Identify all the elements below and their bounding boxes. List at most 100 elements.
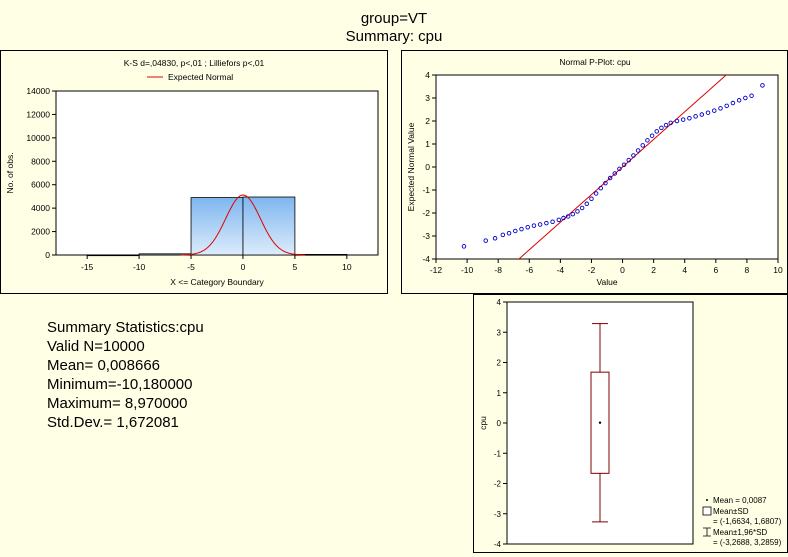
histogram-bar [190, 197, 244, 256]
data-point [693, 114, 698, 119]
data-point [718, 106, 723, 111]
mean-marker [598, 421, 602, 424]
y-tick-label: 3 [497, 328, 502, 337]
y-tick-label: -1 [494, 449, 502, 458]
data-point [663, 122, 669, 128]
x-tick-label: 6 [713, 265, 718, 275]
histogram-bar [294, 254, 348, 256]
data-point [680, 117, 686, 122]
y-tick-label: 14000 [26, 86, 50, 96]
x-tick-label: 8 [745, 265, 750, 275]
data-point [724, 103, 729, 109]
data-point [593, 191, 599, 196]
y-tick-label: 3 [425, 93, 430, 103]
data-point [607, 175, 613, 181]
data-point [621, 162, 627, 167]
y-tick-label: 6000 [31, 180, 50, 190]
data-point [483, 238, 488, 243]
data-point [537, 222, 543, 227]
data-point [640, 143, 646, 148]
y-tick-label: 0 [45, 250, 50, 260]
data-point [730, 100, 736, 106]
x-tick-label: -4 [557, 265, 565, 275]
legend-label: Expected Normal [168, 72, 233, 82]
x-tick-label: 5 [293, 262, 298, 272]
summary-line: Valid N=10000 [47, 338, 145, 355]
data-point [565, 214, 571, 219]
data-point [579, 205, 585, 211]
y-tick-label: 8000 [31, 156, 50, 166]
y-tick-label: -1 [422, 185, 430, 195]
x-axis-label: Value [596, 277, 617, 287]
data-point [492, 236, 498, 241]
summary-statistics: Summary Statistics:cpu Valid N=10000 Mea… [47, 318, 204, 432]
data-point [736, 98, 742, 103]
header-subtitle: Summary: cpu [345, 28, 443, 45]
data-point [603, 180, 608, 186]
data-point [699, 112, 705, 117]
x-tick-label: 10 [342, 262, 352, 272]
y-tick-label: 4000 [31, 203, 50, 213]
y-tick-label: -4 [494, 540, 502, 549]
y-tick-label: 0 [425, 162, 430, 172]
data-point [674, 118, 680, 124]
data-point [749, 93, 754, 98]
x-tick-label: -10 [133, 262, 146, 272]
data-point [654, 129, 659, 134]
boxplot-panel: -4 -3 -2 -1 0 1 2 3 4 cpu Mean = 0,0087 Mean±SD = (-… [473, 294, 788, 553]
x-tick-label: 0 [620, 265, 625, 275]
data-point [617, 166, 622, 172]
y-tick-label: -3 [494, 510, 502, 519]
y-axis-label: cpu [478, 416, 488, 430]
y-tick-label: 10000 [26, 133, 50, 143]
legend-box-range: = (-1,6634, 1,6807) [713, 517, 782, 526]
data-point [589, 196, 594, 201]
chart-title: Normal P-Plot: cpu [559, 57, 631, 67]
y-tick-label: 4 [425, 70, 430, 80]
y-tick-label: 0 [497, 419, 502, 428]
histogram-bar [86, 254, 140, 257]
data-point [513, 228, 518, 234]
summary-line: Mean= 0,008666 [47, 357, 161, 374]
legend-box-swatch [702, 506, 712, 516]
y-tick-label: -4 [422, 254, 430, 264]
y-tick-label: 2000 [31, 227, 50, 237]
legend-whisker-swatch [703, 527, 711, 537]
data-point [668, 120, 673, 126]
normal-pplot-chart: Normal P-Plot: cpu -12 -1 0 -8 -6 -4 -2 0 2 4 6 8 10 -… [406, 57, 783, 287]
x-tick-label: -6 [525, 265, 533, 275]
plot-area [435, 74, 779, 260]
data-point [550, 219, 555, 224]
data-point [659, 125, 664, 131]
y-tick-label: 1 [425, 139, 430, 149]
x-tick-label: 10 [773, 265, 783, 275]
y-tick-label: 2 [425, 116, 430, 126]
x-tick-label: -8 [494, 265, 502, 275]
data-point [743, 95, 748, 101]
data-point [598, 185, 604, 191]
x-tick-label: -2 [588, 265, 596, 275]
x-tick-label: -5 [187, 262, 195, 272]
histogram-chart: K-S d=,04830, p<,01 ; Lilliefors p<,01 Ex… [5, 58, 379, 287]
legend-mean-marker [706, 499, 708, 501]
data-point [645, 138, 650, 143]
summary-line: Std.Dev.= 1,672081 [47, 414, 179, 431]
data-point [631, 153, 636, 158]
chart-title: K-S d=,04830, p<,01 ; Lilliefors p<,01 [124, 58, 265, 68]
summary-line: Minimum=-10,180000 [47, 376, 193, 393]
x-tick-label: 2 [651, 265, 656, 275]
data-point [461, 244, 467, 249]
y-tick-label: 2 [497, 359, 502, 368]
data-point [556, 217, 562, 223]
y-axis-label: No. of obs. [5, 152, 15, 193]
legend-mean-label: Mean = 0,0087 [713, 496, 767, 505]
data-point [687, 115, 692, 121]
data-point [506, 230, 512, 236]
data-point [531, 223, 537, 228]
data-point [525, 225, 530, 230]
legend-box-label: Mean±SD [713, 507, 749, 516]
x-tick-label: -12 [430, 265, 443, 275]
y-tick-label: 1 [497, 389, 502, 398]
data-point [705, 110, 711, 115]
y-tick-label: 12000 [26, 109, 50, 119]
